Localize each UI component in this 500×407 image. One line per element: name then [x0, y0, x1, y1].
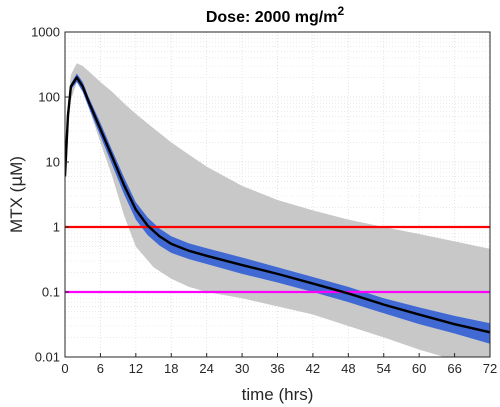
x-tick-label: 0 — [61, 361, 68, 376]
x-tick-label: 36 — [270, 361, 284, 376]
chart-title-superscript: 2 — [337, 4, 344, 18]
x-tick-label: 24 — [199, 361, 213, 376]
inner-band — [65, 73, 490, 344]
x-tick-label: 12 — [129, 361, 143, 376]
y-axis-label-prefix: MTX ( — [7, 186, 26, 233]
y-tick-label: 1 — [53, 220, 60, 235]
x-tick-label: 48 — [341, 361, 355, 376]
x-axis-label: time (hrs) — [242, 385, 314, 404]
chart-title: Dose: 2000 mg/m2 — [206, 4, 345, 26]
y-axis-label-mu: μ — [7, 176, 27, 187]
median-line — [65, 76, 490, 334]
x-tick-label: 72 — [483, 361, 497, 376]
x-tick-label: 66 — [447, 361, 461, 376]
x-tick-label: 60 — [412, 361, 426, 376]
y-tick-label: 10 — [46, 155, 60, 170]
y-axis-label: MTX (μM) — [7, 156, 27, 233]
x-tick-label: 18 — [164, 361, 178, 376]
bands — [65, 63, 490, 357]
y-tick-label: 0.1 — [42, 285, 60, 300]
lines — [65, 76, 490, 334]
y-tick-label: 1000 — [31, 25, 60, 40]
x-tick-label: 42 — [306, 361, 320, 376]
y-tick-label: 100 — [38, 90, 60, 105]
outer-band — [65, 63, 490, 357]
x-tick-label: 54 — [377, 361, 391, 376]
x-tick-label: 30 — [235, 361, 249, 376]
y-tick-label: 0.01 — [35, 350, 60, 365]
chart-title-text: Dose: 2000 mg/m — [206, 9, 338, 26]
ticks: 0 6 12 18 24 30 36 42 48 54 60 66 72 0.01 0.1 1 10 100 100… — [31, 25, 497, 377]
y-axis-label-suffix: M) — [7, 156, 26, 176]
x-tick-label: 6 — [97, 361, 104, 376]
